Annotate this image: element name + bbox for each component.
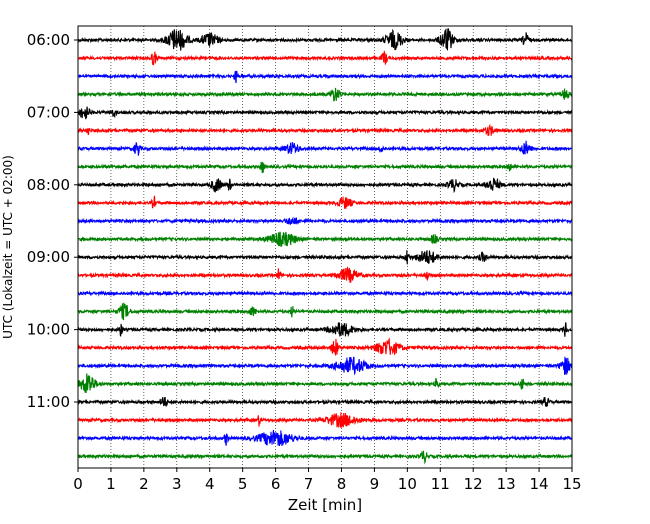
trace-0930	[77, 289, 573, 297]
trace-1130	[77, 429, 573, 447]
trace-0915	[77, 266, 573, 283]
x-axis-ticks: 0 1 2 3 4 5 6 7 8 9 10 11 12 13 14 15	[73, 468, 582, 493]
x-tick-label: 4	[205, 475, 215, 493]
trace-0830	[77, 216, 573, 226]
trace-1115	[77, 412, 573, 428]
y-tick-label: 06:00	[27, 31, 70, 49]
x-tick-label: 5	[238, 475, 248, 493]
trace-0600	[77, 28, 573, 51]
trace-1000	[77, 322, 573, 337]
trace-0845	[77, 231, 573, 247]
trace-0815	[77, 195, 573, 209]
trace-0715	[77, 123, 573, 137]
trace-0615	[77, 50, 573, 66]
x-tick-label: 7	[304, 475, 314, 493]
x-tick-label: 13	[497, 475, 516, 493]
y-tick-label: 08:00	[27, 176, 70, 194]
x-tick-label: 9	[370, 475, 380, 493]
x-tick-label: 3	[172, 475, 182, 493]
x-tick-label: 1	[106, 475, 116, 493]
plot-frame	[77, 25, 573, 469]
y-axis-ticks: 06:00 07:00 08:00 09:00 10:00 11:00	[27, 31, 78, 411]
y-tick-label: 07:00	[27, 103, 70, 121]
x-tick-label: 8	[337, 475, 347, 493]
trace-0645	[77, 87, 573, 102]
trace-1100	[77, 396, 573, 408]
trace-1015	[77, 337, 573, 356]
y-tick-label: 09:00	[27, 248, 70, 266]
trace-0800	[77, 177, 573, 194]
x-tick-label: 2	[139, 475, 149, 493]
x-tick-label: 11	[431, 475, 450, 493]
seismic-traces	[77, 28, 573, 465]
trace-0745	[77, 161, 573, 173]
x-tick-label: 12	[464, 475, 483, 493]
trace-1145	[77, 450, 573, 465]
trace-1030	[77, 356, 573, 376]
trace-0630	[77, 70, 573, 84]
trace-1045	[77, 373, 573, 393]
y-axis-label: UTC (Lokalzeit = UTC + 02:00)	[1, 155, 15, 339]
x-tick-label: 14	[530, 475, 549, 493]
y-tick-label: 11:00	[27, 393, 70, 411]
x-tick-label: 15	[562, 475, 581, 493]
trace-0900	[77, 250, 573, 265]
x-tick-label: 0	[73, 475, 83, 493]
x-tick-label: 6	[271, 475, 281, 493]
trace-0730	[77, 140, 573, 156]
x-tick-label: 10	[398, 475, 417, 493]
y-tick-label: 10:00	[27, 321, 70, 339]
trace-0700	[77, 106, 573, 120]
trace-0945	[77, 302, 573, 321]
x-axis-label: Zeit [min]	[288, 496, 362, 514]
